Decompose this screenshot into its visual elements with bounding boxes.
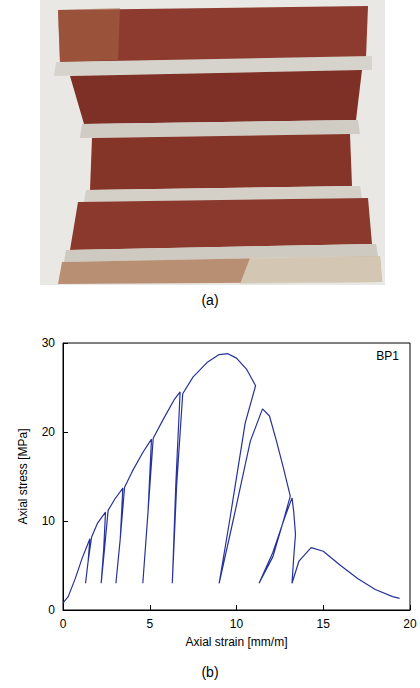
- svg-text:Axial stress [MPa]: Axial stress [MPa]: [16, 428, 30, 524]
- svg-text:0: 0: [48, 603, 55, 617]
- svg-text:30: 30: [42, 336, 56, 350]
- html-text:(b): (b): [201, 664, 219, 680]
- svg-text:0: 0: [60, 617, 67, 631]
- svg-text:BP1: BP1: [376, 349, 399, 363]
- svg-text:Axial strain [mm/m]: Axial strain [mm/m]: [185, 635, 287, 649]
- svg-text:10: 10: [230, 617, 244, 631]
- svg-text:20: 20: [403, 617, 417, 631]
- svg-text:5: 5: [146, 617, 153, 631]
- svg-text:15: 15: [317, 617, 331, 631]
- svg-text:10: 10: [42, 514, 56, 528]
- svg-text:20: 20: [42, 425, 56, 439]
- html-text:(a): (a): [201, 292, 219, 308]
